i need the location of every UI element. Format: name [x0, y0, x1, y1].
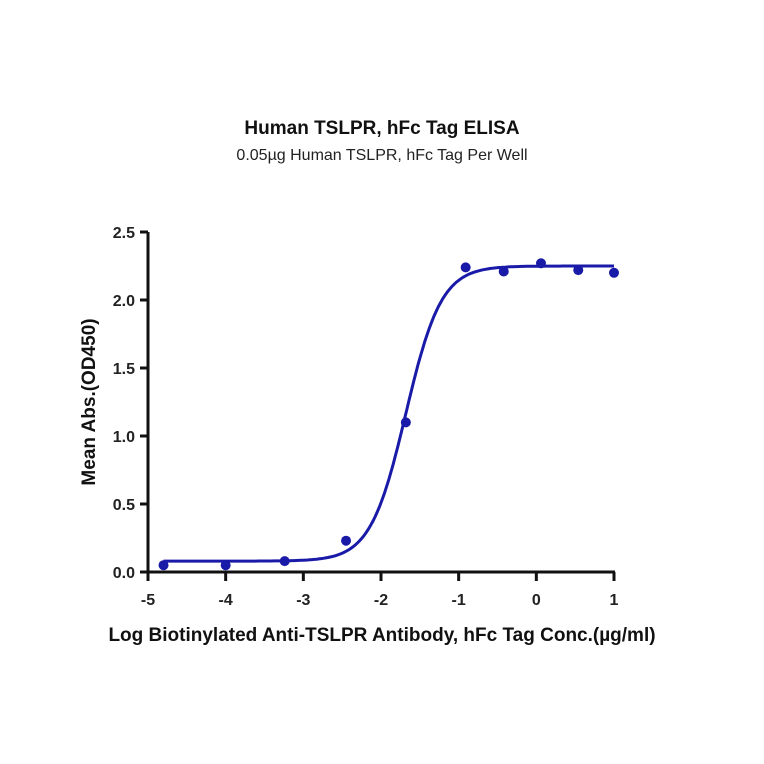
- data-point: [400, 417, 411, 428]
- data-point: [341, 535, 352, 546]
- x-tick-label: -5: [141, 592, 155, 609]
- chart-subtitle: 0.05µg Human TSLPR, hFc Tag Per Well: [236, 147, 528, 164]
- data-point: [158, 560, 169, 571]
- data-points: [158, 258, 619, 571]
- x-axis-label: Log Biotinylated Anti-TSLPR Antibody, hF…: [108, 625, 655, 646]
- data-point: [535, 258, 546, 269]
- x-tick-label: -1: [452, 592, 466, 609]
- data-point: [220, 560, 231, 571]
- axes: 0.0 0.5 1.0 1.5 2.0 2.5 -5 -4 -3 -2 -1 0 1: [113, 225, 619, 609]
- data-point: [279, 556, 290, 567]
- x-tick-label: 1: [610, 592, 619, 609]
- x-tick-label: -2: [374, 592, 388, 609]
- data-point: [573, 265, 584, 276]
- chart-title: Human TSLPR, hFc Tag ELISA: [244, 118, 520, 139]
- y-tick-label: 0.0: [113, 565, 135, 582]
- y-tick-label: 2.0: [113, 293, 135, 310]
- x-tick-label: -3: [296, 592, 310, 609]
- y-axis-label: Mean Abs.(OD450): [79, 318, 100, 485]
- fit-curve: [163, 264, 614, 563]
- y-tick-label: 1.5: [113, 361, 135, 378]
- data-point: [460, 262, 471, 273]
- x-tick-label: -4: [219, 592, 233, 609]
- y-tick-label: 1.0: [113, 429, 135, 446]
- y-tick-label: 2.5: [113, 225, 135, 242]
- x-tick-label: 0: [532, 592, 541, 609]
- data-point: [498, 266, 509, 277]
- y-tick-label: 0.5: [113, 497, 135, 514]
- data-point: [609, 267, 619, 278]
